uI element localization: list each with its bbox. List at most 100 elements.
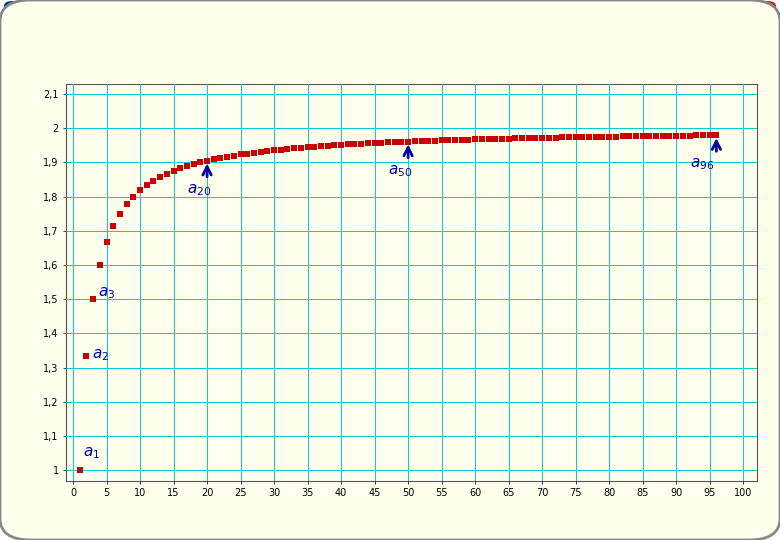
Point <box>248 148 261 157</box>
Point <box>375 138 388 147</box>
FancyBboxPatch shape <box>710 1 776 43</box>
Point <box>402 137 414 146</box>
Text: Algoritmo 2001 - Matemáticas I: Algoritmo 2001 - Matemáticas I <box>488 17 651 28</box>
Text: $a_{96}$: $a_{96}$ <box>690 157 714 172</box>
Point <box>603 132 615 141</box>
FancyBboxPatch shape <box>4 1 62 43</box>
Point <box>523 134 535 143</box>
Point <box>381 138 394 147</box>
Point <box>469 135 481 144</box>
Point <box>308 143 321 151</box>
FancyBboxPatch shape <box>526 500 772 535</box>
Point <box>94 261 106 269</box>
Point <box>670 131 682 140</box>
Point <box>207 155 220 164</box>
Text: sm: sm <box>727 12 759 32</box>
Point <box>335 140 347 149</box>
Point <box>650 132 662 140</box>
Point <box>536 133 548 142</box>
Point <box>576 133 589 141</box>
Point <box>409 137 421 146</box>
Point <box>435 136 448 145</box>
Text: Funciones: límites y continuidad: Funciones: límites y continuidad <box>119 16 333 29</box>
Point <box>342 140 354 149</box>
Point <box>676 131 689 140</box>
Point <box>543 133 555 142</box>
Point <box>610 132 622 141</box>
Point <box>549 133 562 142</box>
Point <box>254 147 267 156</box>
Point <box>516 134 528 143</box>
Point <box>167 167 179 176</box>
Point <box>644 132 656 140</box>
Point <box>120 200 133 208</box>
Point <box>295 144 307 152</box>
Point <box>463 135 475 144</box>
Point <box>710 131 722 139</box>
Point <box>569 133 582 141</box>
Point <box>288 144 300 153</box>
Point <box>636 132 649 140</box>
Point <box>174 164 186 173</box>
Bar <box>58 4 394 40</box>
Point <box>395 138 408 146</box>
Point <box>422 137 434 145</box>
Point <box>328 141 341 150</box>
Point <box>663 131 675 140</box>
Point <box>134 186 147 195</box>
Point <box>590 132 602 141</box>
Point <box>315 142 328 151</box>
Point <box>261 147 274 156</box>
Point <box>147 177 160 185</box>
Point <box>456 136 468 144</box>
Point <box>80 352 93 361</box>
Point <box>140 181 153 190</box>
Point <box>509 134 522 143</box>
Point <box>127 192 140 201</box>
Point <box>348 140 360 149</box>
Text: 11: 11 <box>23 22 43 36</box>
Point <box>442 136 455 145</box>
Point <box>234 150 246 159</box>
Point <box>616 132 629 141</box>
Point <box>107 221 119 230</box>
Point <box>221 152 233 161</box>
Point <box>476 135 488 144</box>
Point <box>321 141 334 150</box>
Point <box>200 157 213 165</box>
Point <box>495 134 508 143</box>
Point <box>388 138 401 146</box>
Point <box>215 153 227 162</box>
Text: IMAGEN FINAL: IMAGEN FINAL <box>599 510 700 524</box>
Text: $a_{50}$: $a_{50}$ <box>388 163 413 179</box>
Point <box>362 139 374 148</box>
Point <box>73 466 86 475</box>
Text: $a_3$: $a_3$ <box>98 285 115 301</box>
Text: Representación de los términos de la sucesión $a_n = 2n/(n + 1)$: Representación de los términos de la suc… <box>132 57 648 78</box>
Point <box>502 134 515 143</box>
Point <box>657 132 669 140</box>
Point <box>489 134 502 143</box>
Point <box>282 145 294 153</box>
Point <box>181 162 193 171</box>
Point <box>161 170 173 178</box>
Point <box>482 134 495 143</box>
Point <box>187 160 200 168</box>
Point <box>114 210 126 218</box>
Point <box>556 133 569 141</box>
Text: $a_{20}$: $a_{20}$ <box>187 183 211 198</box>
Point <box>228 151 240 160</box>
Point <box>241 149 254 158</box>
Point <box>368 139 381 147</box>
Point <box>704 131 716 140</box>
Point <box>415 137 427 145</box>
Point <box>690 131 703 140</box>
Point <box>355 139 367 148</box>
Bar <box>394 4 425 40</box>
Point <box>529 133 541 142</box>
Point <box>87 295 99 303</box>
Point <box>623 132 636 140</box>
Point <box>301 143 314 152</box>
Point <box>697 131 709 140</box>
Point <box>629 132 642 140</box>
